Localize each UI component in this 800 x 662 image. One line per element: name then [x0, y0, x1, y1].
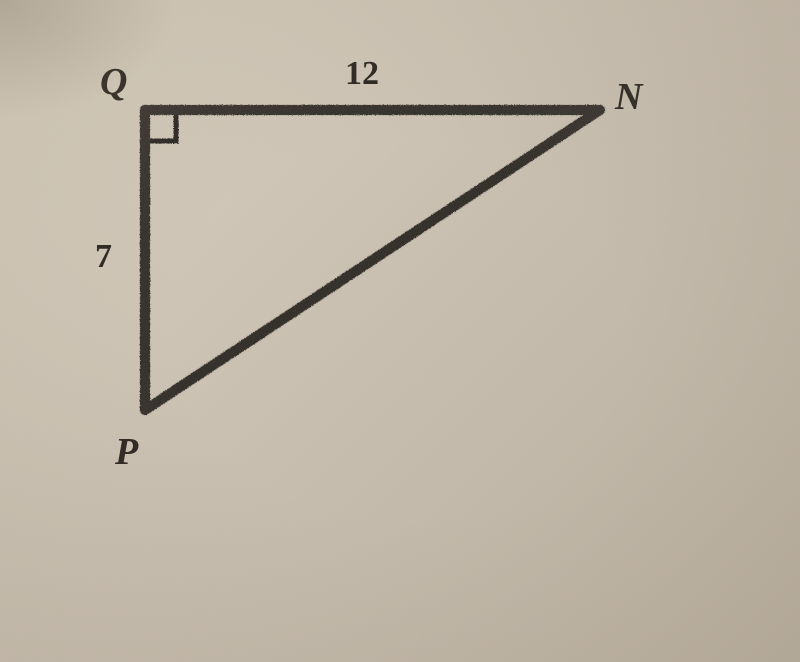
- print-grain: [145, 110, 600, 410]
- side-label-qn: 12: [345, 55, 379, 93]
- side-label-qp: 7: [95, 238, 112, 276]
- vertex-label-p: P: [115, 430, 138, 474]
- vertex-label-n: N: [615, 75, 642, 119]
- right-angle-marker: [150, 115, 176, 141]
- vertex-label-q: Q: [100, 60, 127, 104]
